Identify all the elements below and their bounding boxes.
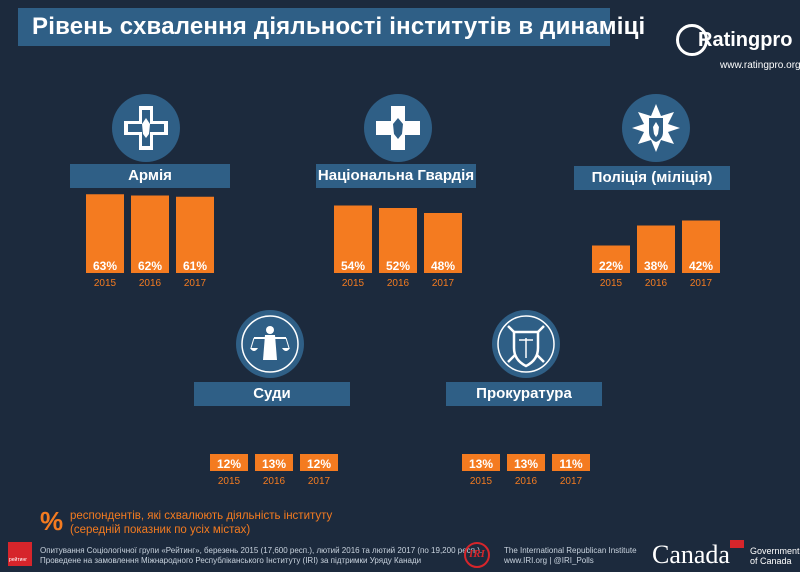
guard-value-label-2016: 52% [386, 259, 410, 273]
prosecutor-year-label-2016: 2016 [515, 476, 538, 487]
source-line1: Опитування Соціологічної групи «Рейтинг»… [40, 546, 483, 555]
guard-bar-2017 [424, 213, 462, 273]
label-prosecutor: Прокуратура [446, 382, 602, 406]
police-year-label-2015: 2015 [600, 278, 623, 289]
legend-note-text: респондентів, які схвалюють діяльність і… [70, 509, 332, 537]
army-value-label-2015: 63% [93, 259, 117, 273]
prosecutor-year-label-2015: 2015 [470, 476, 493, 487]
army-bar-2015 [86, 194, 124, 273]
police-year-label-2016: 2016 [645, 278, 668, 289]
prosecutor-bar-2017 [552, 454, 590, 471]
iri-ring-icon [464, 542, 490, 568]
label-courts: Суди [194, 382, 350, 406]
page-title: Рівень схвалення діяльності інститутів в… [32, 13, 646, 40]
canada-wordmark: Canada [652, 540, 730, 569]
army-value-label-2016: 62% [138, 259, 162, 273]
iri-logo-text: IRI [469, 548, 485, 560]
guard-year-label-2015: 2015 [342, 278, 365, 289]
courts-bar-2016 [255, 454, 293, 471]
title-bar: Рівень схвалення діяльності інститутів в… [18, 8, 645, 46]
gov-line2: of Canada [750, 556, 792, 566]
courts-year-label-2017: 2017 [308, 476, 331, 487]
reiting-logo-icon: рейтинг [8, 542, 32, 566]
guard-bar-2015 [334, 205, 372, 273]
courts-value-label-2016: 13% [262, 457, 286, 471]
army-year-label-2016: 2016 [139, 278, 162, 289]
army-cross-icon [112, 94, 180, 162]
prosecutor-value-label-2015: 13% [469, 457, 493, 471]
courts-year-label-2015: 2015 [218, 476, 241, 487]
prosecutor-shield-icon [492, 310, 560, 378]
source-line2: Проведене на замовлення Міжнародного Рес… [40, 556, 422, 565]
logo-url: www.ratingpro.org [720, 60, 800, 71]
legend-note-line1: респондентів, які схвалюють діяльність і… [70, 510, 333, 522]
source-text: Опитування Соціологічної групи «Рейтинг»… [40, 546, 482, 566]
prosecutor-value-label-2016: 13% [514, 457, 538, 471]
logo-text: Ratingpro [698, 29, 793, 51]
iri-line2: www.IRI.org | @IRI_Polls [504, 556, 594, 565]
army-bar-2016 [131, 195, 169, 273]
prosecutor-value-label-2017: 11% [559, 457, 583, 471]
army-value-label-2017: 61% [183, 259, 207, 273]
army-year-label-2015: 2015 [94, 278, 117, 289]
logo-ring-icon [676, 24, 708, 56]
prosecutor-bar-2016 [507, 454, 545, 471]
footer: рейтинг Опитування Соціологічної групи «… [0, 538, 800, 572]
police-value-label-2017: 42% [689, 259, 713, 273]
courts-bar-2017 [300, 454, 338, 471]
prosecutor-bar-2015 [462, 454, 500, 471]
police-value-label-2015: 22% [599, 259, 623, 273]
army-bar-2017 [176, 196, 214, 273]
ratingpro-logo: Ratingpro www.ratingpro.org [676, 24, 800, 72]
guard-bar-2016 [379, 208, 417, 273]
justice-icon [236, 310, 304, 378]
police-value-label-2016: 38% [644, 259, 668, 273]
iri-info: The International Republican Institute w… [504, 546, 637, 566]
guard-value-label-2017: 48% [431, 259, 455, 273]
courts-bar-2015 [210, 454, 248, 471]
government-of-canada: Government of Canada [750, 546, 800, 566]
iri-line1: The International Republican Institute [504, 546, 637, 555]
iri-logo: IRI [464, 542, 500, 570]
label-national-guard: Національна Гвардія [316, 164, 476, 188]
police-star-icon [622, 94, 690, 162]
police-bar-2015 [592, 245, 630, 273]
prosecutor-year-label-2017: 2017 [560, 476, 583, 487]
guard-year-label-2017: 2017 [432, 278, 455, 289]
courts-year-label-2016: 2016 [263, 476, 286, 487]
legend-note-line2: (середній показник по усіх містах) [70, 524, 251, 536]
police-year-label-2017: 2017 [690, 278, 713, 289]
label-police: Поліція (міліція) [574, 166, 730, 190]
police-bar-2017 [682, 220, 720, 273]
canada-flag-icon [730, 540, 744, 548]
percent-symbol: % [40, 506, 64, 536]
army-year-label-2017: 2017 [184, 278, 207, 289]
gov-line1: Government [750, 546, 800, 556]
reiting-logo-text: рейтинг [9, 557, 28, 563]
label-army: Армія [70, 164, 230, 188]
police-bar-2016 [637, 225, 675, 273]
guard-year-label-2016: 2016 [387, 278, 410, 289]
guard-value-label-2015: 54% [341, 259, 365, 273]
courts-value-label-2015: 12% [217, 457, 241, 471]
courts-value-label-2017: 12% [307, 457, 331, 471]
guard-cross-icon [364, 94, 432, 162]
